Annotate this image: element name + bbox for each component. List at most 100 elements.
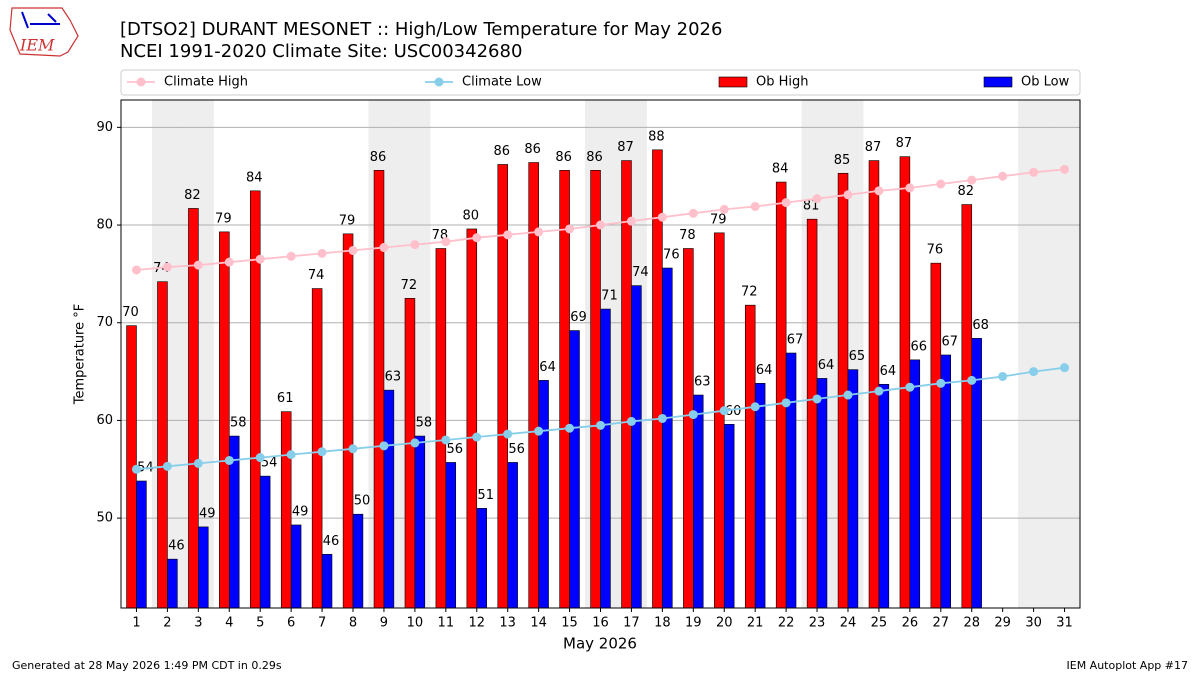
data-label: 84 bbox=[246, 170, 263, 185]
data-label: 76 bbox=[927, 243, 944, 258]
series-marker bbox=[596, 220, 605, 230]
series-marker bbox=[379, 441, 389, 451]
x-tick-label: 13 bbox=[499, 616, 516, 631]
series-marker bbox=[843, 190, 853, 200]
bar bbox=[662, 267, 673, 609]
data-label: 85 bbox=[834, 153, 851, 168]
x-tick-label: 9 bbox=[380, 616, 388, 631]
y-tick-label: 90 bbox=[96, 120, 113, 135]
series-marker bbox=[657, 212, 667, 222]
bar bbox=[775, 181, 787, 609]
data-label: 70 bbox=[122, 305, 139, 320]
data-label: 86 bbox=[586, 150, 603, 165]
series-marker bbox=[317, 447, 327, 457]
series-marker bbox=[441, 237, 451, 247]
data-label: 64 bbox=[880, 364, 897, 379]
x-tick-label: 26 bbox=[902, 616, 919, 631]
bar bbox=[507, 462, 518, 609]
series-marker bbox=[255, 254, 265, 264]
x-tick-label: 15 bbox=[561, 616, 578, 631]
data-label: 87 bbox=[865, 140, 882, 155]
data-label: 64 bbox=[539, 360, 556, 375]
series-marker bbox=[131, 265, 141, 275]
bar bbox=[373, 170, 385, 609]
data-label: 56 bbox=[446, 442, 463, 457]
series-marker bbox=[255, 453, 265, 463]
series-marker bbox=[874, 386, 884, 396]
series-marker bbox=[503, 230, 513, 240]
legend-swatch bbox=[983, 76, 1013, 88]
data-label: 49 bbox=[292, 504, 309, 519]
data-label: 64 bbox=[818, 358, 835, 373]
data-label: 67 bbox=[941, 334, 958, 349]
bar bbox=[744, 304, 756, 609]
data-label: 63 bbox=[694, 375, 711, 390]
bar bbox=[940, 354, 951, 609]
data-label: 86 bbox=[370, 150, 387, 165]
series-marker bbox=[162, 262, 172, 272]
series-marker bbox=[874, 186, 884, 196]
data-label: 79 bbox=[215, 211, 232, 226]
series-marker bbox=[998, 171, 1008, 181]
series-marker bbox=[967, 375, 977, 385]
x-tick-label: 18 bbox=[654, 616, 671, 631]
series-marker bbox=[131, 464, 141, 474]
data-label: 79 bbox=[710, 212, 727, 227]
x-tick-label: 22 bbox=[778, 616, 795, 631]
bar bbox=[683, 248, 694, 609]
data-label: 78 bbox=[679, 228, 696, 243]
shade-band bbox=[1049, 100, 1080, 608]
series-marker bbox=[410, 240, 420, 250]
data-label: 72 bbox=[401, 278, 418, 293]
bar bbox=[342, 233, 354, 609]
bar bbox=[693, 394, 704, 609]
data-label: 65 bbox=[849, 349, 866, 364]
bar bbox=[930, 262, 942, 609]
bar bbox=[559, 170, 570, 609]
data-label: 82 bbox=[958, 184, 975, 199]
data-label: 74 bbox=[632, 265, 649, 280]
series-marker bbox=[472, 432, 482, 442]
series-marker bbox=[286, 251, 296, 261]
data-label: 54 bbox=[261, 456, 278, 471]
series-marker bbox=[905, 382, 915, 392]
data-label: 87 bbox=[896, 136, 913, 151]
x-tick-label: 3 bbox=[194, 616, 202, 631]
y-axis-label: Temperature °F bbox=[73, 304, 88, 405]
legend-label: Climate Low bbox=[462, 75, 542, 90]
series-marker bbox=[626, 216, 636, 226]
series-marker bbox=[286, 450, 296, 460]
y-tick-label: 50 bbox=[96, 511, 113, 526]
data-label: 74 bbox=[308, 268, 325, 283]
y-tick-label: 80 bbox=[96, 218, 113, 233]
x-tick-label: 23 bbox=[809, 616, 826, 631]
bar bbox=[167, 558, 178, 609]
series-marker bbox=[1060, 164, 1070, 174]
data-label: 58 bbox=[416, 416, 433, 431]
series-marker bbox=[812, 394, 822, 404]
series-marker bbox=[781, 198, 791, 208]
x-tick-label: 1 bbox=[132, 616, 140, 631]
bar bbox=[136, 480, 147, 609]
bar bbox=[414, 435, 426, 609]
legend-label: Climate High bbox=[164, 75, 248, 90]
series-marker bbox=[905, 183, 915, 193]
data-label: 50 bbox=[354, 494, 371, 509]
bar bbox=[899, 156, 911, 609]
x-tick-label: 14 bbox=[530, 616, 547, 631]
bar bbox=[352, 513, 364, 609]
logo-text: IEM bbox=[19, 36, 55, 55]
shade-band bbox=[1018, 100, 1050, 608]
data-label: 69 bbox=[570, 310, 587, 325]
data-label: 86 bbox=[493, 144, 510, 159]
x-tick-label: 29 bbox=[994, 616, 1011, 631]
series-marker bbox=[565, 224, 575, 234]
legend-label: Ob High bbox=[756, 75, 809, 90]
series-marker bbox=[472, 233, 482, 243]
series-marker bbox=[1029, 167, 1039, 177]
series-marker bbox=[317, 248, 327, 258]
y-tick-label: 70 bbox=[96, 315, 113, 330]
footer-left: Generated at 28 May 2026 1:49 PM CDT in … bbox=[12, 659, 282, 672]
bar bbox=[631, 285, 642, 609]
bar bbox=[816, 378, 828, 609]
